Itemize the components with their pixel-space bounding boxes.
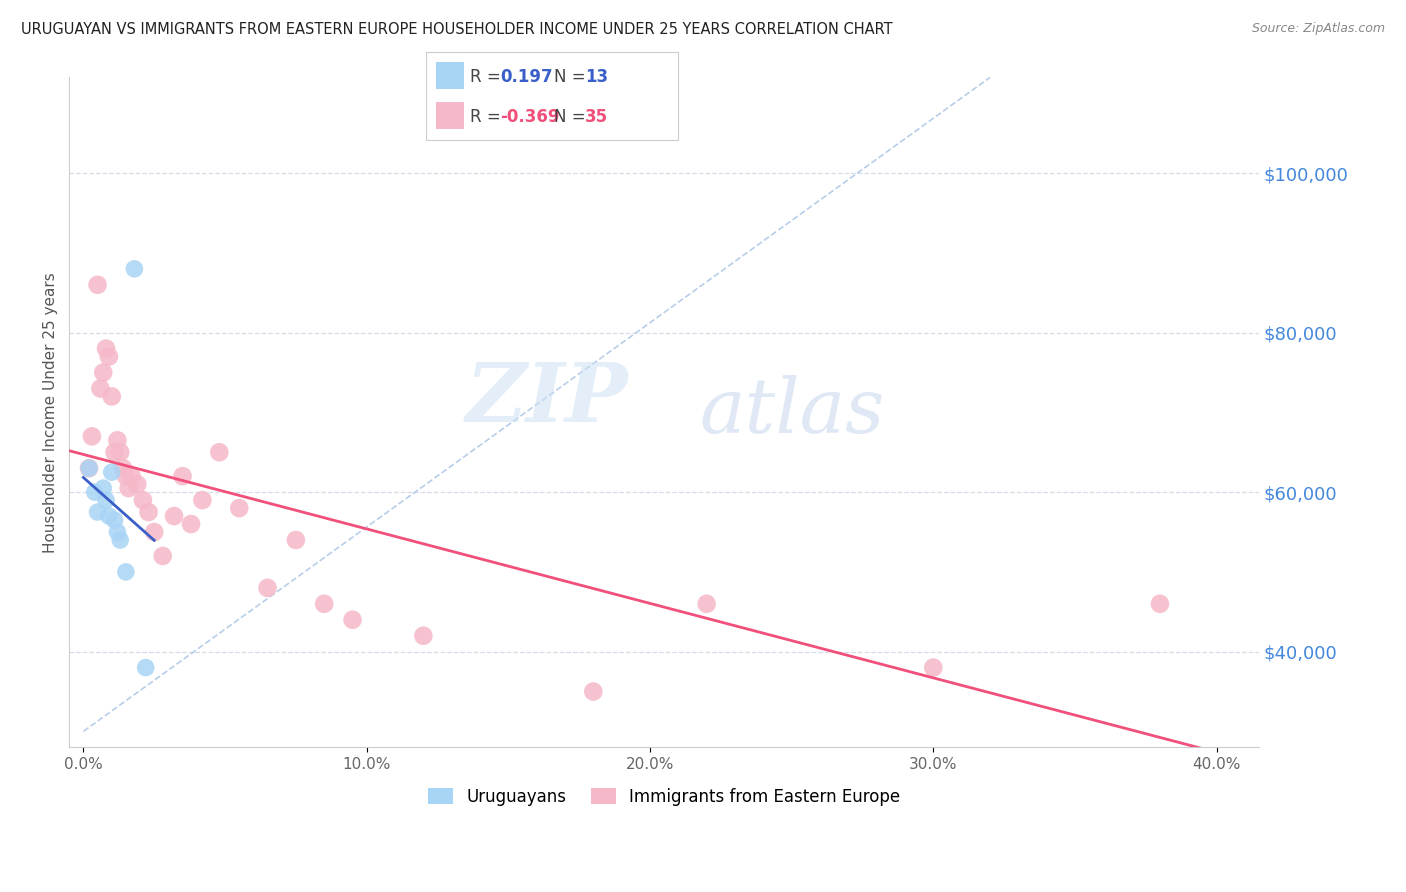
Point bbox=[228, 501, 250, 516]
Point bbox=[110, 533, 132, 547]
Point bbox=[86, 505, 108, 519]
Point bbox=[922, 660, 945, 674]
Point bbox=[80, 429, 103, 443]
Point bbox=[83, 485, 105, 500]
Point bbox=[112, 461, 135, 475]
Text: atlas: atlas bbox=[700, 376, 886, 450]
Point bbox=[132, 493, 155, 508]
Text: R =: R = bbox=[470, 108, 506, 126]
Point bbox=[115, 469, 138, 483]
Point bbox=[100, 465, 122, 479]
Point bbox=[103, 513, 125, 527]
Point bbox=[110, 445, 132, 459]
Point bbox=[91, 481, 114, 495]
Point bbox=[89, 381, 111, 395]
Point bbox=[284, 533, 307, 547]
Point bbox=[696, 597, 718, 611]
Text: N =: N = bbox=[554, 108, 591, 126]
Point bbox=[208, 445, 231, 459]
Legend: Uruguayans, Immigrants from Eastern Europe: Uruguayans, Immigrants from Eastern Euro… bbox=[420, 781, 907, 813]
Point bbox=[100, 389, 122, 403]
Point bbox=[105, 434, 128, 448]
Point bbox=[86, 277, 108, 292]
Point bbox=[1149, 597, 1171, 611]
Point bbox=[138, 505, 160, 519]
Text: 35: 35 bbox=[585, 108, 607, 126]
Point bbox=[180, 516, 202, 531]
Point bbox=[582, 684, 605, 698]
Point bbox=[97, 350, 120, 364]
Point bbox=[191, 493, 214, 508]
Point bbox=[172, 469, 194, 483]
Point bbox=[121, 469, 143, 483]
Point bbox=[124, 261, 146, 276]
Text: URUGUAYAN VS IMMIGRANTS FROM EASTERN EUROPE HOUSEHOLDER INCOME UNDER 25 YEARS CO: URUGUAYAN VS IMMIGRANTS FROM EASTERN EUR… bbox=[21, 22, 893, 37]
Point bbox=[256, 581, 278, 595]
Y-axis label: Householder Income Under 25 years: Householder Income Under 25 years bbox=[44, 272, 58, 553]
Text: 0.197: 0.197 bbox=[501, 69, 553, 87]
Text: 13: 13 bbox=[585, 69, 607, 87]
Text: Source: ZipAtlas.com: Source: ZipAtlas.com bbox=[1251, 22, 1385, 36]
Point bbox=[135, 660, 157, 674]
Point bbox=[127, 477, 149, 491]
Point bbox=[105, 524, 128, 539]
Text: R =: R = bbox=[470, 69, 506, 87]
Point bbox=[115, 565, 138, 579]
Point bbox=[97, 509, 120, 524]
Point bbox=[152, 549, 174, 563]
Text: N =: N = bbox=[554, 69, 591, 87]
Point bbox=[77, 461, 100, 475]
Point bbox=[91, 366, 114, 380]
Point bbox=[342, 613, 364, 627]
Point bbox=[412, 629, 434, 643]
Text: ZIP: ZIP bbox=[465, 359, 628, 439]
Point bbox=[143, 524, 166, 539]
Point bbox=[163, 509, 186, 524]
Point bbox=[118, 481, 141, 495]
Point bbox=[94, 493, 117, 508]
Point bbox=[94, 342, 117, 356]
Point bbox=[103, 445, 125, 459]
Point bbox=[314, 597, 336, 611]
Point bbox=[77, 461, 100, 475]
Text: -0.369: -0.369 bbox=[501, 108, 560, 126]
